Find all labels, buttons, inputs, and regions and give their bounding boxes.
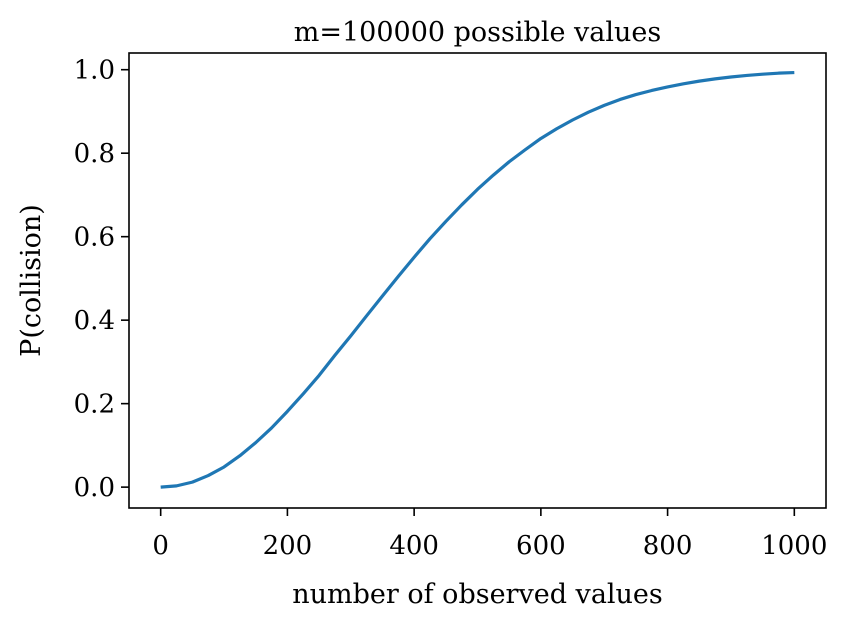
y-tick-label: 0.2: [74, 390, 115, 420]
y-tick-label: 0.8: [74, 139, 115, 169]
x-axis: 0 200 400 600 800 1000: [152, 508, 827, 561]
x-axis-label: number of observed values: [292, 579, 663, 610]
y-tick-label: 0.0: [74, 473, 115, 503]
y-axis-label: P(collision): [16, 204, 47, 357]
series-line: [160, 70, 795, 489]
x-tick-label: 600: [516, 531, 566, 561]
chart-title: m=100000 possible values: [294, 17, 661, 48]
y-tick-label: 0.6: [74, 223, 115, 253]
y-axis: 0.0 0.2 0.4 0.6 0.8 1.0: [74, 56, 129, 503]
x-tick-label: 1000: [761, 531, 827, 561]
y-tick-label: 0.4: [74, 306, 115, 336]
x-tick-label: 200: [263, 531, 313, 561]
y-tick-label: 1.0: [74, 56, 115, 86]
plot-marks: [160, 70, 795, 489]
x-tick-label: 800: [643, 531, 693, 561]
plot-frame: [128, 52, 827, 509]
x-tick-label: 400: [389, 531, 439, 561]
x-tick-label: 0: [152, 531, 169, 561]
